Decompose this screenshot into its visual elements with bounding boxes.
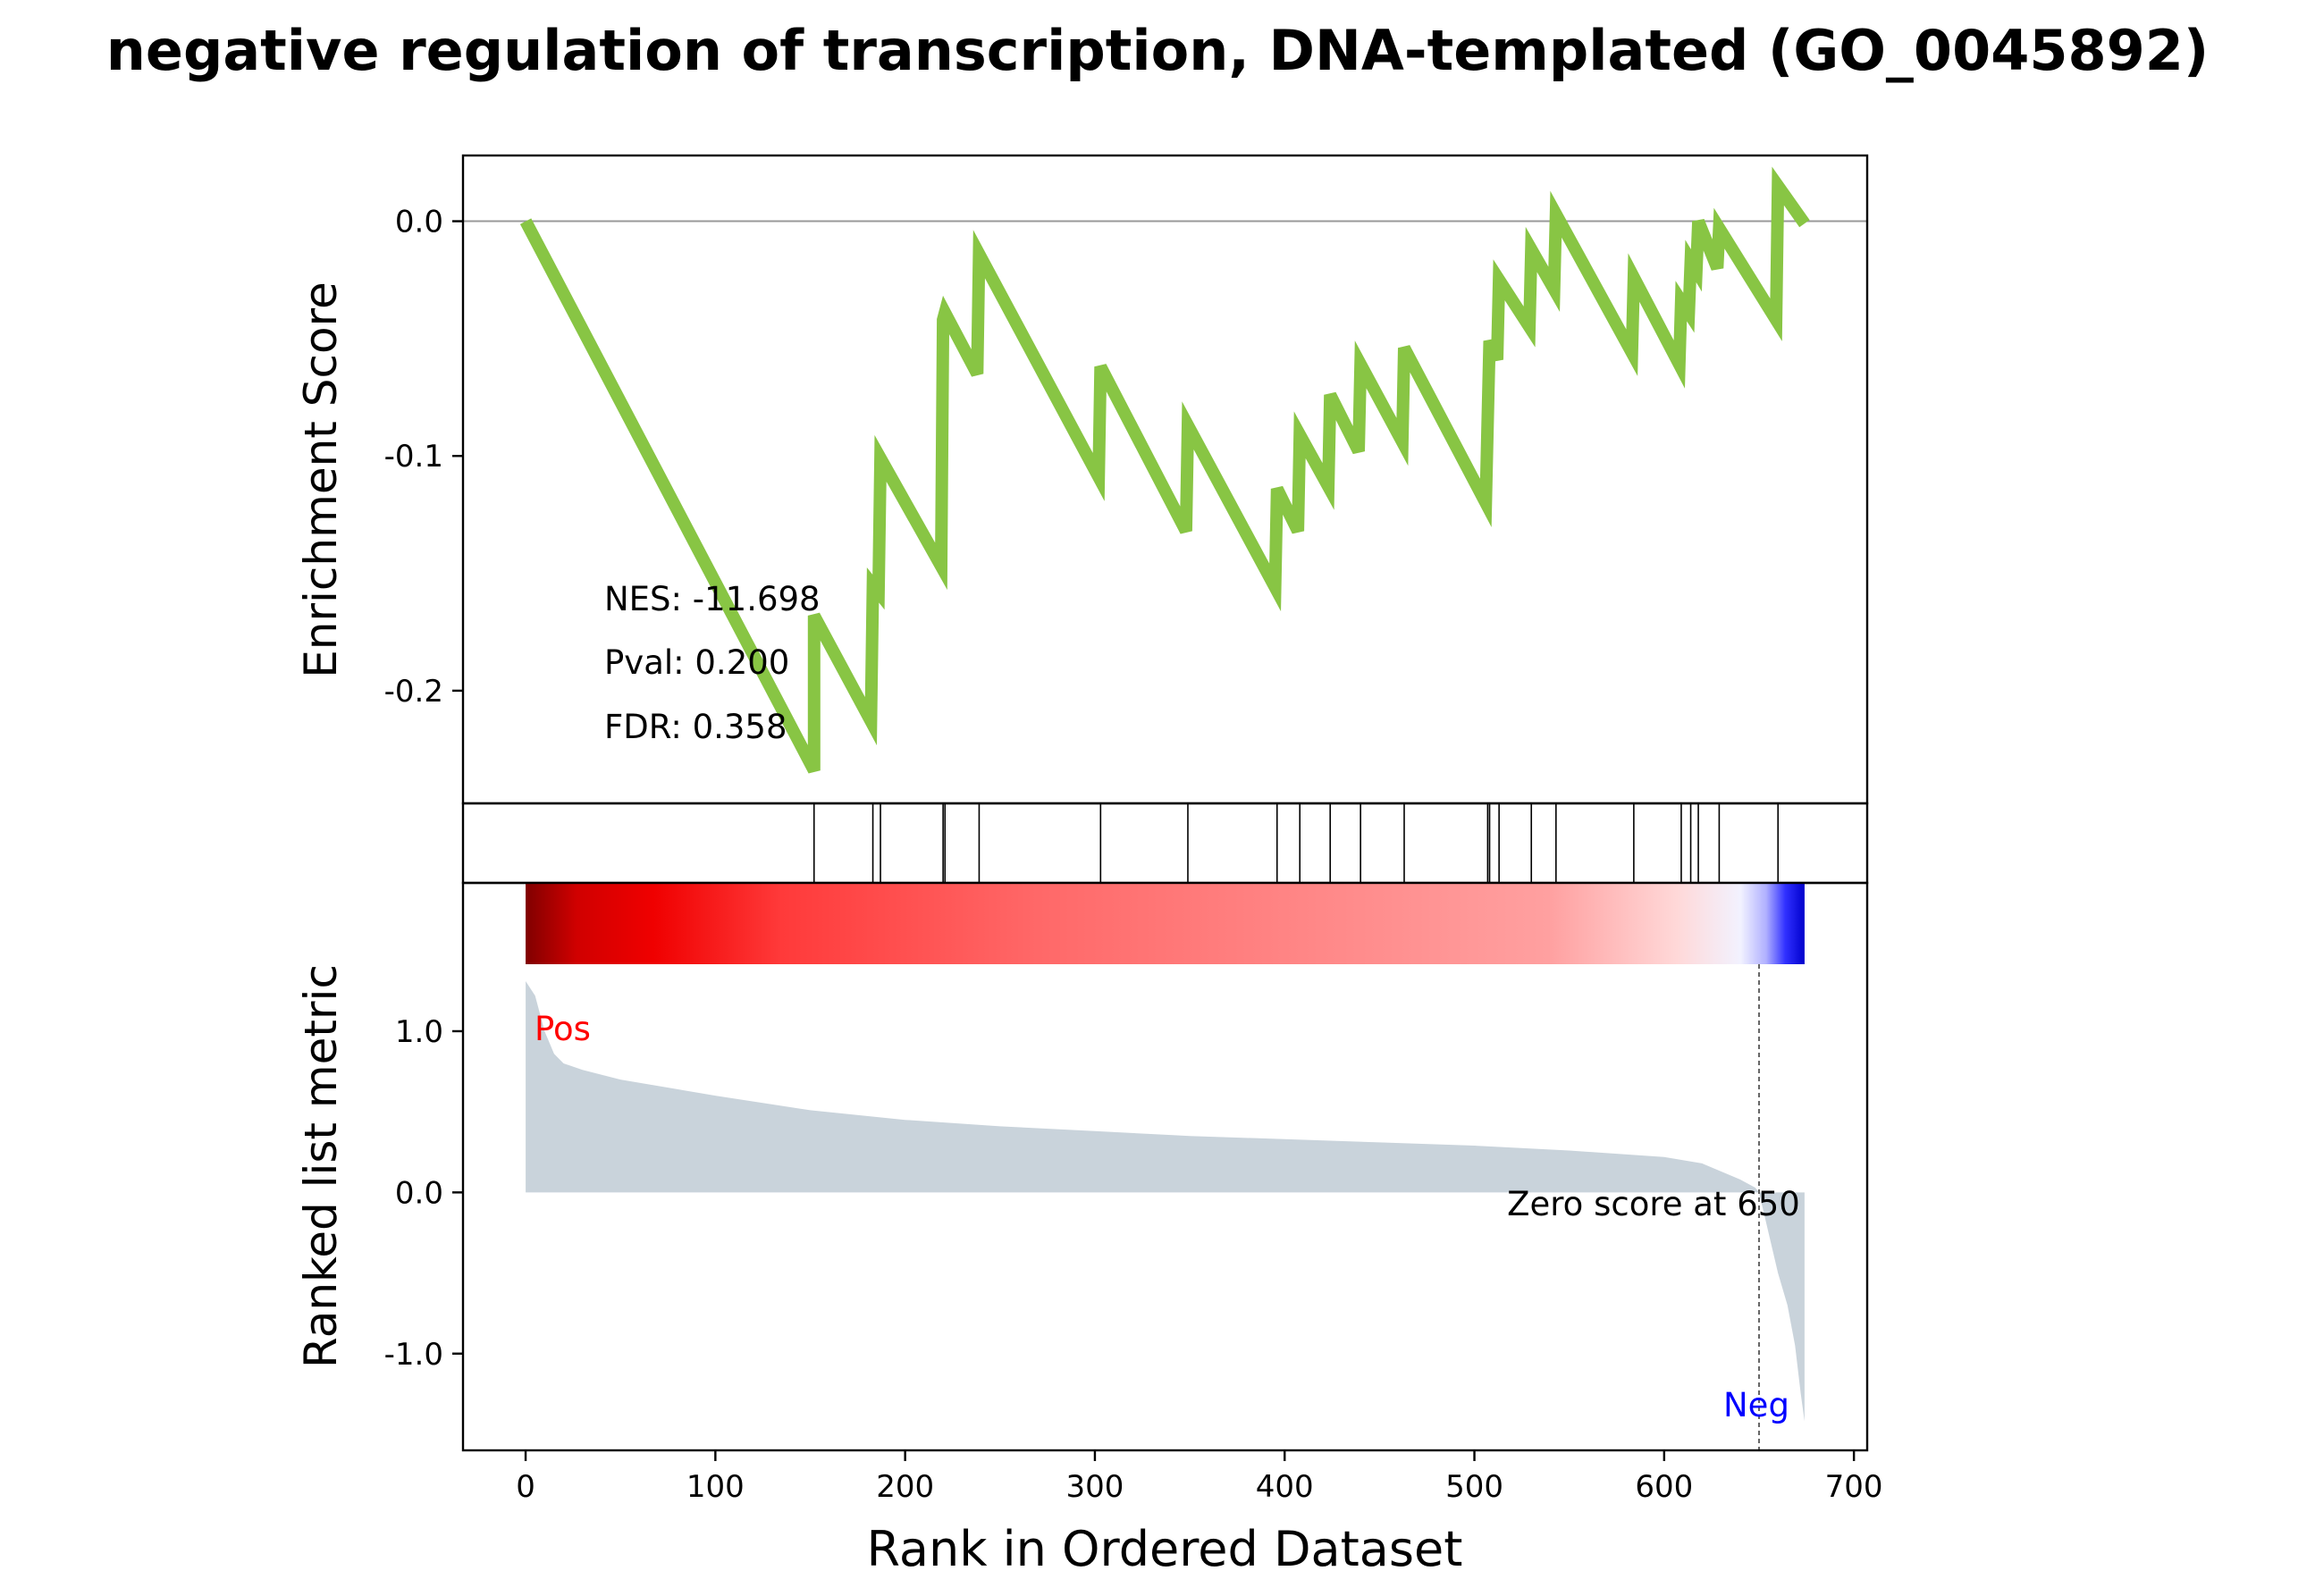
hit-marks — [812, 803, 1780, 883]
rank-y-tick-label: 1.0 — [395, 1014, 443, 1050]
es-y-tick-label: -0.2 — [384, 674, 443, 710]
hits-panel — [461, 802, 1869, 885]
enrichment-ylabel: Enrichment Score — [295, 281, 347, 678]
x-tick-label: 100 — [686, 1469, 745, 1505]
x-tick-label: 0 — [516, 1469, 535, 1505]
nes-annotation: NES: -11.698 — [604, 580, 821, 618]
x-tick-label: 500 — [1445, 1469, 1503, 1505]
neg-label: Neg — [1723, 1386, 1789, 1424]
fdr-annotation: FDR: 0.358 — [604, 708, 787, 746]
es-y-tick-label: 0.0 — [395, 205, 443, 240]
pos-label: Pos — [535, 1010, 591, 1048]
rank-y-ticks: 1.0 0.0 -1.0 — [384, 1014, 463, 1373]
rank-y-tick-label: -1.0 — [384, 1337, 443, 1373]
enrichment-panel: NES: -11.698 Pval: 0.200 FDR: 0.358 0.0 -… — [295, 154, 1869, 805]
rank-color-bar — [526, 884, 1805, 964]
x-tick-label: 600 — [1635, 1469, 1693, 1505]
es-line — [519, 166, 1810, 774]
x-tick-label: 400 — [1256, 1469, 1314, 1505]
x-tick-label: 200 — [876, 1469, 934, 1505]
hits-frame — [461, 802, 1869, 885]
x-tick-label: 300 — [1065, 1469, 1124, 1505]
ranked-panel: Zero score at 650 Pos Neg 1.0 0.0 -1.0 Ran… — [295, 881, 1869, 1452]
x-axis-label: Rank in Ordered Dataset — [867, 1521, 1463, 1577]
pval-annotation: Pval: 0.200 — [604, 643, 789, 682]
es-y-ticks: 0.0 -0.1 -0.2 — [384, 205, 463, 710]
x-axis: 0 100 200 300 400 500 600 700 — [516, 1450, 1883, 1505]
es-y-tick-label: -0.1 — [384, 439, 443, 475]
x-tick-label: 700 — [1825, 1469, 1883, 1505]
rank-y-tick-label: 0.0 — [395, 1175, 443, 1211]
chart-title: negative regulation of transcription, DN… — [106, 18, 2210, 83]
zero-score-label: Zero score at 650 — [1507, 1185, 1800, 1223]
ranked-ylabel: Ranked list metric — [295, 964, 347, 1368]
ranked-frame — [461, 881, 1869, 1452]
